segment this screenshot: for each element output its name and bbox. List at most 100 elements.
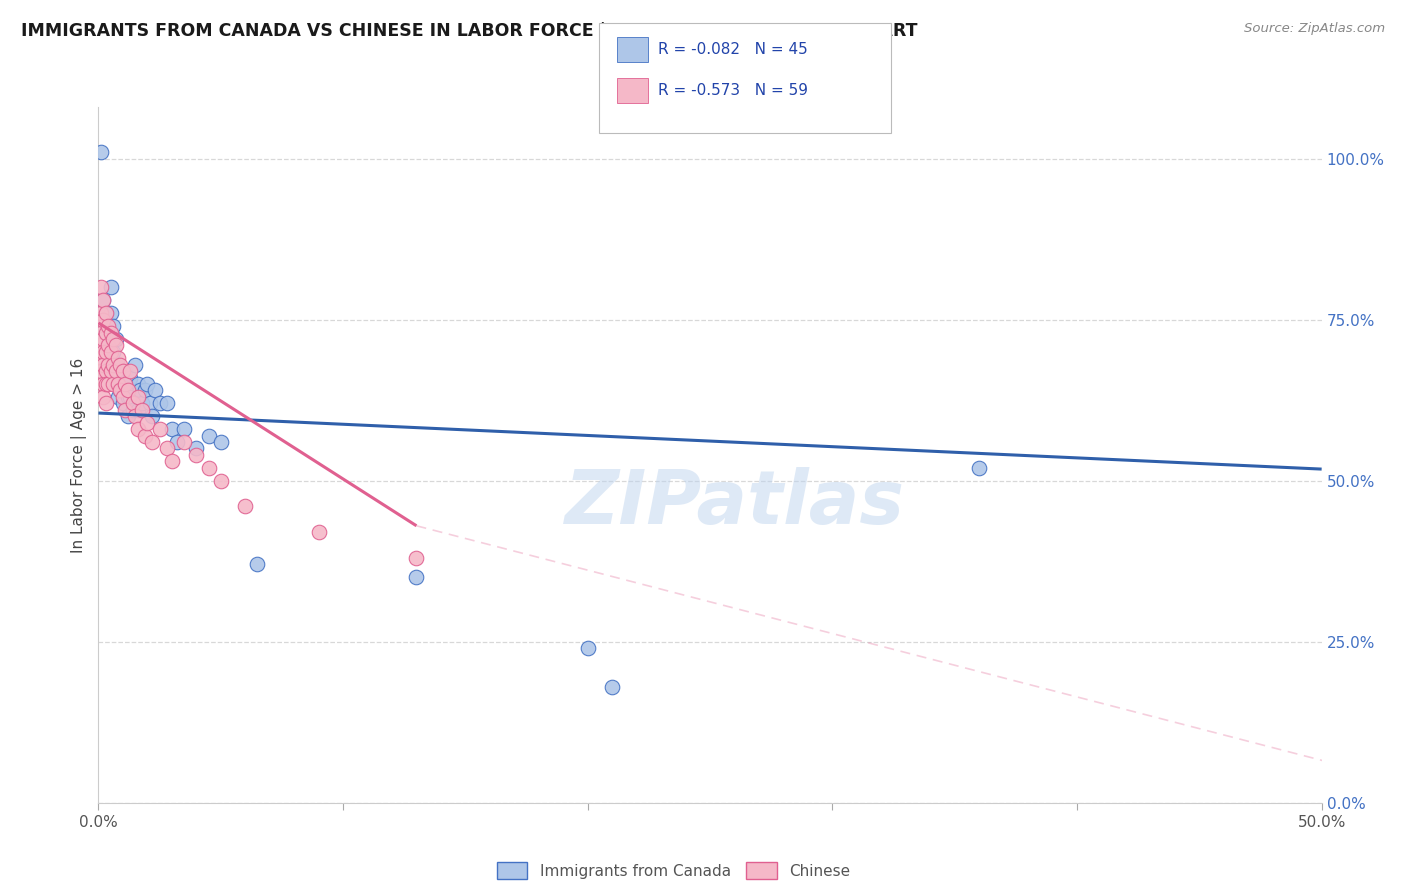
Point (233, 500, 256, 514)
Point (94, 306, 117, 320)
Point (97, 332, 120, 346)
Point (134, 428, 156, 442)
Point (967, 460, 990, 475)
Point (308, 525, 330, 540)
Point (94, 396, 117, 410)
Point (120, 390, 142, 404)
Point (100, 280, 122, 294)
Point (91, 390, 114, 404)
Point (110, 384, 132, 398)
Point (94, 306, 117, 320)
Point (110, 358, 132, 372)
Point (97, 358, 120, 372)
Point (136, 377, 159, 392)
Point (114, 364, 136, 378)
Point (111, 396, 134, 410)
Point (166, 435, 188, 450)
Point (101, 332, 124, 346)
Point (104, 364, 127, 378)
Point (111, 390, 134, 404)
Point (110, 384, 132, 398)
Point (90, 351, 112, 366)
Point (90, 338, 112, 352)
Point (156, 442, 179, 456)
Point (127, 377, 149, 392)
Legend: Immigrants from Canada, Chinese: Immigrants from Canada, Chinese (491, 855, 856, 886)
Point (100, 306, 122, 320)
Text: IMMIGRANTS FROM CANADA VS CHINESE IN LABOR FORCE | AGE > 16 CORRELATION CHART: IMMIGRANTS FROM CANADA VS CHINESE IN LAB… (21, 22, 918, 40)
Point (91, 293, 114, 308)
Point (246, 558, 269, 572)
Point (101, 319, 124, 334)
Point (101, 358, 124, 372)
Point (117, 390, 139, 404)
Point (131, 402, 153, 417)
Text: R = -0.082   N = 45: R = -0.082 N = 45 (658, 42, 808, 56)
Point (117, 384, 139, 398)
Point (100, 344, 122, 359)
Point (114, 377, 136, 392)
Point (107, 351, 129, 366)
Point (127, 422, 149, 436)
Point (107, 390, 129, 404)
Point (134, 384, 156, 398)
Point (141, 435, 163, 450)
Point (173, 422, 195, 436)
Point (124, 358, 146, 372)
Point (94, 364, 117, 378)
Point (127, 390, 149, 404)
Point (94, 326, 117, 340)
Point (91, 293, 114, 308)
Point (156, 396, 179, 410)
Point (127, 402, 149, 417)
Point (107, 370, 129, 384)
Point (576, 641, 599, 656)
Point (90, 306, 112, 320)
Point (209, 474, 232, 488)
Point (120, 370, 142, 384)
Point (97, 338, 120, 352)
Point (121, 396, 143, 410)
Point (94, 326, 117, 340)
Point (124, 409, 146, 424)
Point (90, 326, 112, 340)
Point (91, 344, 114, 359)
Point (129, 384, 152, 398)
Text: Source: ZipAtlas.com: Source: ZipAtlas.com (1244, 22, 1385, 36)
Point (186, 448, 208, 462)
Point (97, 319, 120, 334)
Point (136, 416, 159, 430)
Point (100, 364, 122, 378)
Point (97, 377, 120, 392)
Point (131, 396, 153, 410)
Point (143, 384, 166, 398)
Point (149, 396, 172, 410)
Point (405, 551, 427, 566)
Point (160, 454, 183, 468)
Point (101, 344, 124, 359)
Point (91, 358, 114, 372)
Point (111, 364, 134, 378)
Point (600, 680, 623, 694)
Point (100, 326, 122, 340)
Point (91, 312, 114, 326)
Point (405, 570, 427, 584)
Point (111, 377, 134, 392)
Point (121, 402, 143, 417)
Point (197, 428, 219, 442)
Point (91, 332, 114, 346)
Point (114, 402, 136, 417)
Point (104, 338, 127, 352)
Text: R = -0.573   N = 59: R = -0.573 N = 59 (658, 84, 808, 98)
Point (186, 442, 208, 456)
Text: ZIPatlas: ZIPatlas (564, 467, 904, 541)
Point (90, 364, 112, 378)
Point (120, 364, 142, 378)
Point (209, 435, 232, 450)
Point (117, 409, 139, 424)
Point (101, 377, 124, 392)
Point (173, 435, 195, 450)
Point (94, 344, 117, 359)
Point (90, 280, 112, 294)
Point (90, 145, 112, 160)
